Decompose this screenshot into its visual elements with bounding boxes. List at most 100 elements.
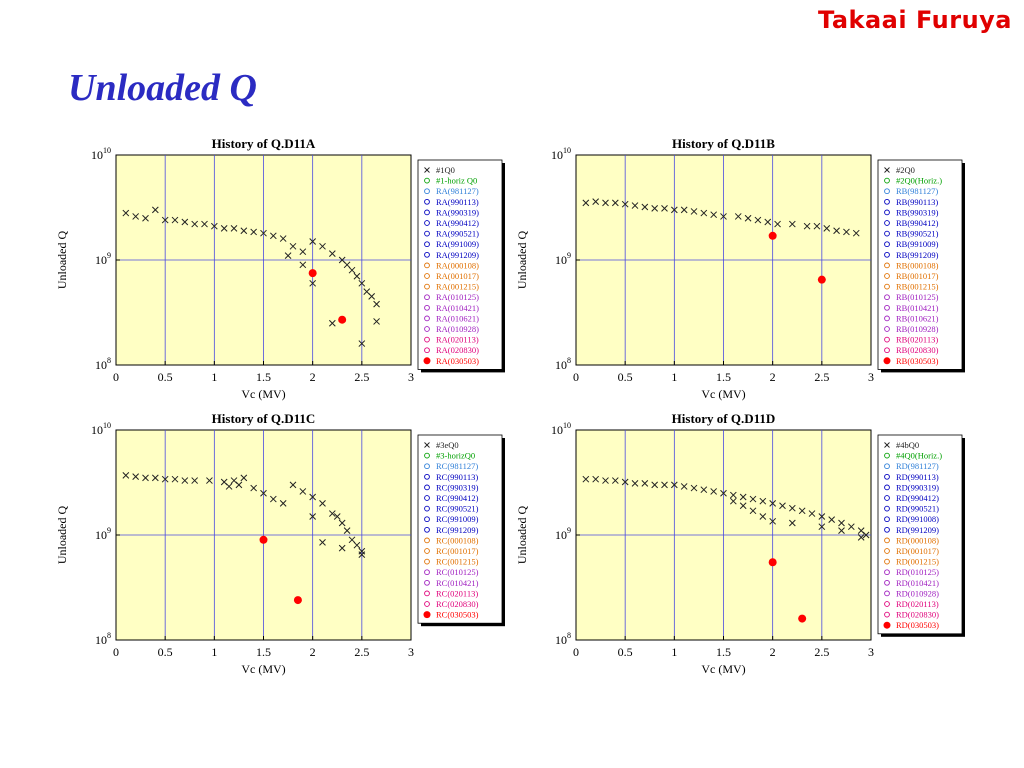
x-tick-label: 1.5 bbox=[716, 370, 731, 384]
legend-label: RA(990319) bbox=[436, 207, 479, 217]
data-point-cross bbox=[269, 232, 277, 240]
legend-marker-circle bbox=[884, 273, 890, 279]
data-point-cross bbox=[759, 497, 767, 505]
y-tick-label: 108 bbox=[95, 631, 111, 647]
legend-label: RD(010421) bbox=[896, 578, 939, 588]
legend-label: RB(010928) bbox=[896, 324, 939, 334]
legend-marker-circle bbox=[884, 262, 890, 269]
y-tick-label: 1010 bbox=[551, 421, 571, 437]
legend-label: #4Q0(Horiz.) bbox=[896, 451, 942, 461]
data-point-cross bbox=[808, 510, 816, 517]
legend-label: RA(010421) bbox=[436, 303, 479, 313]
legend-marker-circle bbox=[424, 209, 430, 216]
legend-marker-circle bbox=[424, 326, 430, 332]
y-tick-exponent: 10 bbox=[563, 146, 571, 155]
data-point-cross bbox=[358, 340, 366, 347]
legend-label: RD(020830) bbox=[896, 610, 939, 620]
chart-title: History of Q.D11A bbox=[212, 136, 316, 151]
data-point-cross bbox=[260, 229, 267, 237]
y-tick-exponent: 9 bbox=[567, 526, 571, 535]
data-point-dot bbox=[293, 596, 302, 605]
x-axis-label: Vc (MV) bbox=[241, 662, 285, 676]
legend-marker-circle bbox=[424, 590, 430, 597]
data-point-dot bbox=[768, 558, 777, 567]
y-tick-exponent: 10 bbox=[103, 421, 111, 430]
legend-label: #1-horiz Q0 bbox=[436, 176, 477, 186]
y-axis-label: Unloaded Q bbox=[515, 506, 529, 565]
legend-marker-circle bbox=[884, 326, 890, 332]
data-point-cross bbox=[818, 513, 826, 520]
legend-marker-circle bbox=[424, 315, 430, 322]
legend-label: RB(981127) bbox=[896, 186, 938, 196]
legend-marker-circle bbox=[884, 177, 890, 184]
legend-label: RA(020113) bbox=[436, 335, 479, 345]
legend-label: RD(030503) bbox=[896, 620, 939, 630]
legend-marker-circle bbox=[884, 463, 890, 470]
legend-marker-circle bbox=[884, 315, 890, 322]
data-point-cross bbox=[862, 531, 870, 539]
legend-label: RC(001017) bbox=[436, 546, 479, 556]
legend-marker-circle bbox=[884, 336, 890, 343]
data-point-cross bbox=[700, 486, 708, 494]
x-tick-label: 0.5 bbox=[618, 645, 633, 659]
data-point-cross bbox=[769, 500, 777, 507]
data-point-cross bbox=[823, 225, 831, 232]
legend-marker-circle bbox=[424, 495, 430, 501]
legend-marker-circle bbox=[884, 283, 890, 290]
data-point-dot bbox=[798, 614, 807, 623]
x-tick-label: 2 bbox=[310, 370, 316, 384]
legend-label: RB(010421) bbox=[896, 303, 939, 313]
data-point-cross bbox=[602, 199, 609, 207]
data-point-cross bbox=[661, 205, 668, 212]
data-point-cross bbox=[191, 220, 199, 228]
data-point-cross bbox=[230, 225, 238, 232]
chart-title: History of Q.D11C bbox=[212, 411, 316, 426]
data-point-cross bbox=[710, 211, 718, 219]
data-point-cross bbox=[181, 218, 189, 226]
legend-label: RA(030503) bbox=[436, 356, 479, 366]
legend-marker-circle bbox=[884, 569, 890, 576]
legend-marker-circle bbox=[884, 537, 890, 544]
legend-label: RB(001017) bbox=[896, 271, 939, 281]
x-tick-label: 1.5 bbox=[256, 645, 271, 659]
legend-marker-cross bbox=[884, 167, 890, 173]
legend-label: RC(981127) bbox=[436, 461, 478, 471]
data-point-cross bbox=[240, 227, 248, 235]
legend-label: #2Q0 bbox=[896, 165, 915, 175]
data-point-cross bbox=[764, 218, 772, 226]
y-tick-base: 10 bbox=[555, 633, 567, 647]
legend-marker-circle bbox=[884, 516, 890, 523]
data-point-cross bbox=[729, 497, 737, 505]
y-axis-label: Unloaded Q bbox=[55, 231, 69, 290]
y-tick-base: 10 bbox=[551, 148, 563, 162]
legend-label: RD(991008) bbox=[896, 514, 939, 524]
legend-marker-dot bbox=[883, 357, 891, 365]
data-point-cross bbox=[309, 238, 317, 245]
data-point-cross bbox=[122, 209, 130, 217]
legend-label: RA(020830) bbox=[436, 345, 479, 355]
legend-marker-circle bbox=[424, 548, 430, 554]
legend-marker-circle bbox=[884, 473, 890, 480]
legend-marker-dot bbox=[883, 621, 891, 629]
legend-label: RC(991209) bbox=[436, 525, 479, 535]
legend-label: RD(000108) bbox=[896, 535, 939, 545]
x-axis-label: Vc (MV) bbox=[701, 662, 745, 676]
x-tick-label: 0 bbox=[573, 370, 579, 384]
data-point-cross bbox=[833, 227, 840, 235]
data-point-cross bbox=[592, 198, 600, 205]
legend-marker-circle bbox=[884, 505, 890, 512]
data-point-cross bbox=[269, 495, 277, 503]
x-tick-label: 3 bbox=[868, 370, 874, 384]
data-point-cross bbox=[621, 200, 629, 208]
legend-box bbox=[877, 434, 963, 635]
y-tick-base: 10 bbox=[95, 253, 107, 267]
legend-label: RB(000108) bbox=[896, 260, 939, 270]
legend-label: RB(990113) bbox=[896, 197, 938, 207]
data-point-cross bbox=[734, 213, 742, 220]
legend-marker-cross bbox=[884, 442, 890, 448]
data-point-cross bbox=[373, 300, 380, 308]
legend-label: #2Q0(Horiz.) bbox=[896, 176, 942, 186]
x-tick-label: 0 bbox=[573, 645, 579, 659]
data-point-cross bbox=[759, 513, 767, 520]
